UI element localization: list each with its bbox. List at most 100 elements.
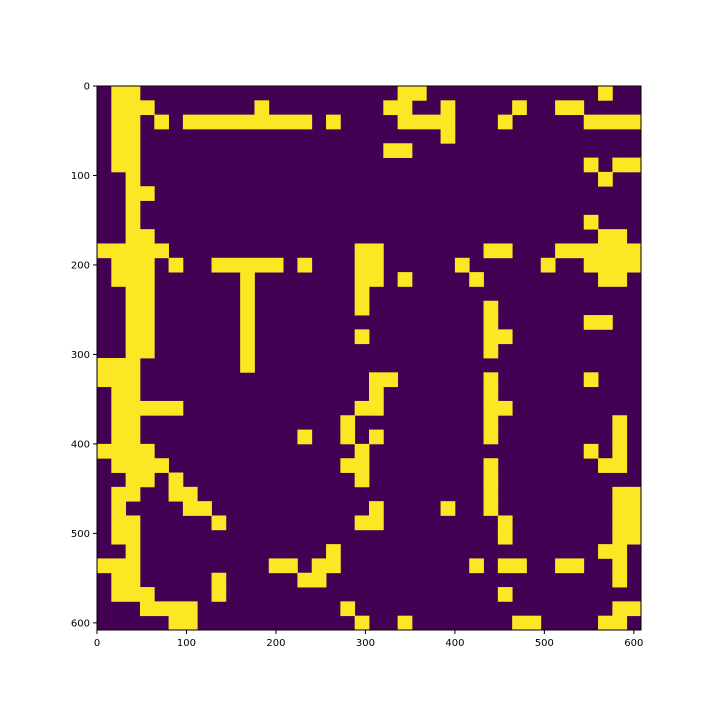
heatmap-cell — [240, 115, 255, 130]
heatmap-cell — [498, 115, 513, 130]
heatmap-cell — [126, 272, 141, 287]
heatmap-cell — [469, 558, 484, 573]
heatmap-cell — [355, 272, 370, 287]
heatmap-cell — [498, 243, 513, 258]
heatmap-cell — [326, 115, 341, 130]
heatmap-cell — [612, 573, 627, 588]
heatmap-cell — [254, 258, 269, 273]
heatmap-cell — [140, 587, 155, 602]
heatmap-cell — [111, 587, 126, 602]
heatmap-cell — [398, 272, 413, 287]
heatmap-cell — [140, 401, 155, 416]
heatmap-cell — [111, 515, 126, 530]
heatmap-cell — [598, 115, 613, 130]
heatmap-cell — [441, 129, 456, 144]
heatmap-cell — [612, 115, 627, 130]
heatmap-cell — [612, 544, 627, 559]
heatmap-cell — [212, 258, 227, 273]
heatmap-cell — [498, 329, 513, 344]
heatmap-cell — [140, 601, 155, 616]
heatmap-cell — [126, 100, 141, 115]
heatmap-cell — [584, 372, 599, 387]
heatmap-cell — [111, 558, 126, 573]
heatmap-cell — [484, 415, 499, 430]
heatmap-cell — [326, 544, 341, 559]
heatmap-cell — [369, 401, 384, 416]
heatmap-cell — [627, 515, 642, 530]
heatmap-cell — [612, 430, 627, 445]
heatmap-cell — [240, 272, 255, 287]
heatmap-cell — [126, 387, 141, 402]
heatmap-cell — [455, 258, 470, 273]
heatmap-cell — [169, 473, 184, 488]
heatmap-cell — [126, 358, 141, 373]
heatmap-cell — [140, 315, 155, 330]
heatmap-cell — [340, 415, 355, 430]
heatmap-cell — [498, 587, 513, 602]
heatmap-cell — [383, 100, 398, 115]
y-tick-label: 600 — [71, 618, 90, 629]
heatmap-cell — [126, 129, 141, 144]
heatmap-cell — [140, 473, 155, 488]
heatmap-cell — [140, 243, 155, 258]
heatmap-cell — [140, 301, 155, 316]
heatmap-cell — [369, 372, 384, 387]
heatmap-cell — [383, 143, 398, 158]
heatmap-cell — [369, 515, 384, 530]
y-tick-label: 100 — [71, 171, 90, 182]
heatmap-cell — [140, 444, 155, 459]
heatmap-cell — [412, 86, 427, 101]
heatmap-cell — [498, 515, 513, 530]
heatmap-cell — [598, 616, 613, 631]
heatmap-cell — [584, 215, 599, 230]
heatmap-cell — [612, 501, 627, 516]
heatmap-cell — [598, 272, 613, 287]
heatmap-cell — [126, 444, 141, 459]
heatmap-cell — [355, 473, 370, 488]
heatmap-cell — [340, 601, 355, 616]
heatmap-cell — [254, 115, 269, 130]
heatmap-cell — [340, 458, 355, 473]
heatmap-cell — [369, 430, 384, 445]
y-tick-label: 200 — [71, 260, 90, 271]
heatmap-cell — [154, 115, 169, 130]
heatmap-cell — [469, 272, 484, 287]
heatmap-cell — [555, 243, 570, 258]
heatmap-cell — [398, 86, 413, 101]
heatmap-cell — [297, 573, 312, 588]
heatmap-cell — [627, 530, 642, 545]
heatmap-cell — [283, 558, 298, 573]
heatmap-cell — [154, 401, 169, 416]
heatmap-cell — [111, 143, 126, 158]
heatmap-cell — [111, 430, 126, 445]
heatmap-cell — [126, 229, 141, 244]
x-axis: 0 100 200 300 400 500 600 — [94, 630, 644, 649]
heatmap-cell — [569, 558, 584, 573]
heatmap-cell — [312, 573, 327, 588]
heatmap-cell — [111, 501, 126, 516]
heatmap-cell — [297, 258, 312, 273]
heatmap-cell — [111, 444, 126, 459]
heatmap-cell — [126, 243, 141, 258]
heatmap-cell — [369, 387, 384, 402]
heatmap-cell — [111, 258, 126, 273]
heatmap-cell — [140, 186, 155, 201]
heatmap-cell — [484, 430, 499, 445]
heatmap-cell — [484, 401, 499, 416]
heatmap-cell — [584, 158, 599, 173]
heatmap-cell — [297, 115, 312, 130]
heatmap-cell — [426, 115, 441, 130]
heatmap-cell — [369, 272, 384, 287]
heatmap-cell — [111, 358, 126, 373]
heatmap-cell — [111, 243, 126, 258]
heatmap-cell — [569, 243, 584, 258]
heatmap-cell — [269, 258, 284, 273]
heatmap-cell — [441, 100, 456, 115]
heatmap-cell — [240, 301, 255, 316]
heatmap-cell — [126, 587, 141, 602]
heatmap-cell — [212, 115, 227, 130]
heatmap-cell — [154, 601, 169, 616]
heatmap-cell — [126, 172, 141, 187]
heatmap-cell — [240, 258, 255, 273]
heatmap-cells — [97, 86, 641, 630]
